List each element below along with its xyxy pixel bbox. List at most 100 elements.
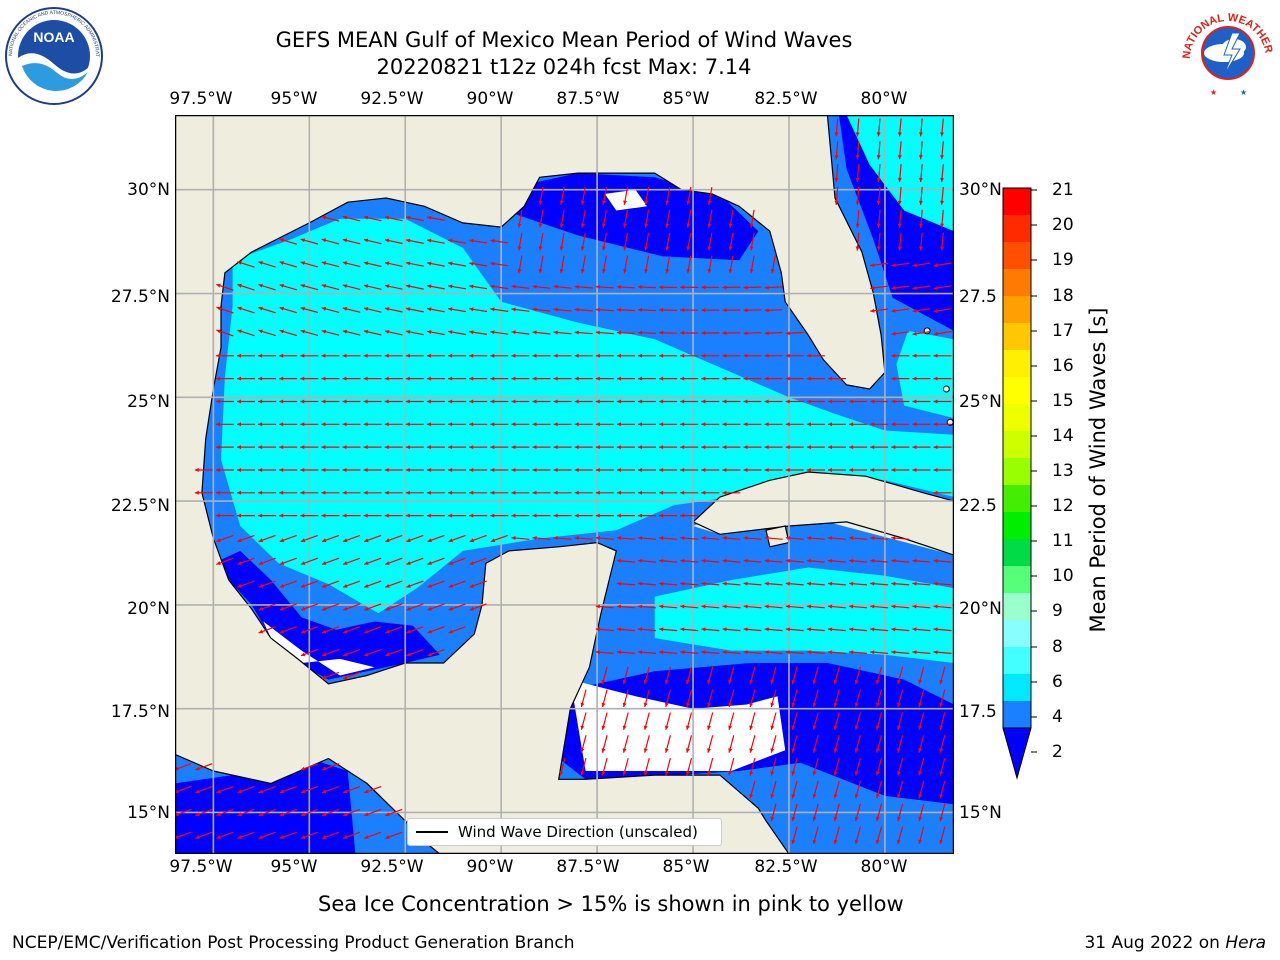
arrow-head	[595, 353, 600, 358]
arrow-head	[574, 490, 579, 495]
arrow-head	[919, 223, 923, 228]
wave-period-map	[175, 115, 954, 854]
arrow-head	[854, 771, 859, 776]
arrow-head	[258, 283, 263, 288]
arrow-head	[322, 561, 327, 565]
arrow-head	[812, 771, 817, 776]
arrow-head	[574, 399, 579, 404]
lon-label-top: 97.5°W	[169, 89, 233, 109]
arrow-head	[448, 513, 453, 518]
arrow-head	[532, 468, 537, 472]
arrow-head	[622, 702, 627, 707]
arrow-head	[638, 285, 643, 290]
arrow-head	[427, 238, 432, 243]
colorbar-band	[1003, 377, 1031, 405]
arrow-head	[659, 330, 664, 335]
arrow-head	[195, 835, 200, 839]
arrow-head	[638, 604, 643, 609]
arrow-head	[237, 835, 242, 839]
arrow-head	[342, 422, 347, 427]
arrow-head	[854, 794, 859, 799]
arrow-head	[322, 652, 327, 657]
colorbar-band	[1003, 296, 1031, 324]
arrow-head	[854, 725, 859, 730]
arrow-head	[321, 376, 326, 381]
arrow-head	[553, 513, 558, 518]
arrow-head	[854, 702, 859, 707]
arrow-head	[322, 584, 327, 588]
arrow-head	[933, 627, 938, 632]
arrow-head	[764, 536, 769, 540]
arrow-head	[749, 702, 754, 707]
arrow-head	[933, 490, 938, 495]
arrow-head	[559, 269, 564, 274]
arrow-head	[806, 627, 811, 632]
arrow-head	[511, 445, 516, 450]
arrow-head	[870, 308, 875, 313]
colorbar-tick-label: 17	[1052, 321, 1074, 341]
arrow-head	[279, 584, 285, 588]
arrow-head	[237, 422, 241, 427]
arrow-head	[342, 238, 348, 243]
arrow-head	[785, 399, 790, 404]
arrow-head	[616, 604, 622, 609]
arrow-head	[933, 558, 938, 563]
arrow-head	[427, 307, 432, 312]
arrow-head	[574, 445, 579, 450]
arrow-head	[897, 702, 901, 707]
arrow-head	[448, 353, 453, 358]
arrow-head	[279, 306, 284, 311]
arrow-head	[833, 725, 838, 730]
arrow-head	[342, 215, 348, 220]
arrow-head	[237, 538, 242, 543]
arrow-head	[363, 399, 368, 404]
arrow-head	[490, 376, 495, 381]
arrow-head	[933, 422, 938, 427]
arrow-head	[680, 581, 685, 586]
arrow-head	[891, 399, 896, 404]
arrow-head	[933, 353, 938, 358]
arrow-head	[919, 200, 923, 205]
arrow-head	[595, 468, 600, 472]
arrow-head	[749, 269, 754, 274]
arrow-head	[342, 445, 347, 450]
arrow-head	[897, 200, 902, 205]
arrow-head	[215, 445, 220, 450]
arrow-head	[237, 513, 241, 518]
arrow-head	[707, 223, 712, 228]
arrow-head	[939, 816, 944, 822]
arrow-head	[664, 748, 669, 753]
arrow-head	[363, 468, 368, 472]
arrow-head	[406, 538, 411, 543]
arrow-head	[258, 399, 263, 404]
arrow-head	[933, 399, 938, 404]
arrow-head	[364, 812, 369, 817]
arrow-head	[891, 263, 896, 268]
arrow-head	[806, 604, 811, 609]
arrow-head	[933, 445, 938, 450]
arrow-head	[933, 331, 938, 336]
arrow-head	[638, 445, 642, 450]
arrow-head	[237, 329, 242, 334]
arrow-head	[595, 650, 600, 655]
arrow-head	[891, 422, 896, 427]
arrow-head	[559, 223, 564, 228]
arrow-head	[580, 702, 585, 707]
arrow-head	[300, 284, 305, 288]
bahamas-island	[942, 385, 950, 393]
arrow-head	[322, 835, 327, 839]
short-period-region	[175, 758, 356, 854]
arrow-head	[490, 307, 495, 312]
arrow-head	[580, 771, 585, 776]
arrow-head	[891, 581, 896, 586]
arrow-head	[448, 606, 453, 611]
arrow-head	[749, 223, 754, 228]
arrow-head	[806, 422, 811, 427]
arrow-head	[665, 269, 670, 274]
arrow-head	[828, 376, 832, 381]
arrow-head	[686, 748, 690, 753]
arrow-head	[638, 627, 643, 632]
arrow-head	[384, 399, 389, 404]
arrow-head	[237, 306, 242, 311]
arrow-head	[623, 200, 627, 205]
